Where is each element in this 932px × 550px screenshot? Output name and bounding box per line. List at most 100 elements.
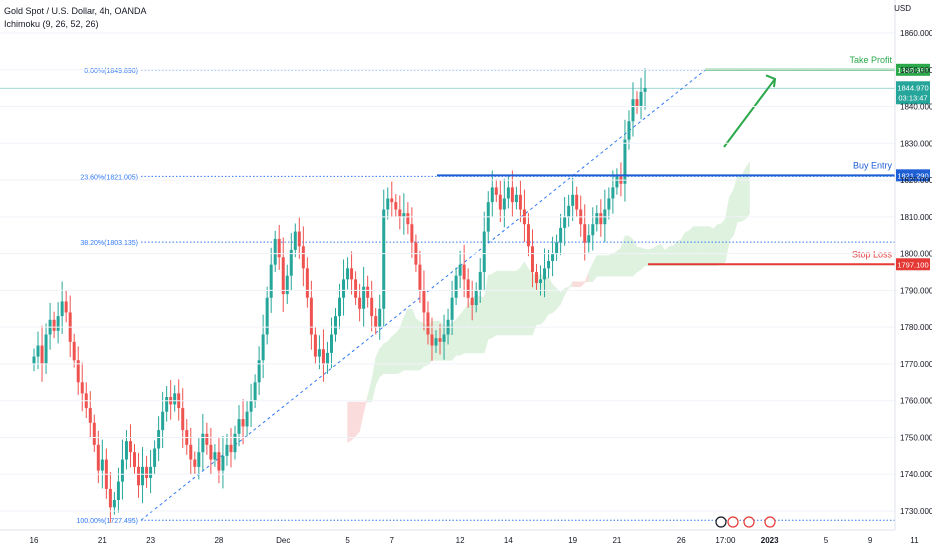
cloud-segment	[636, 246, 642, 273]
cloud-segment	[680, 231, 686, 266]
buy_entry-label: Buy Entry	[853, 160, 893, 170]
candle-body	[161, 411, 165, 431]
candle-body	[217, 452, 221, 471]
candle-body	[643, 88, 647, 92]
candle-body	[201, 433, 205, 453]
candle-body	[116, 481, 120, 500]
x-tick-label: 7	[390, 536, 395, 545]
cloud-segment	[588, 263, 594, 282]
candle-body	[261, 334, 265, 361]
price-axis[interactable]: 1730.000 1740.000 1750.000 1760.000 1770.000…	[0, 0, 932, 530]
lightning-icon[interactable]	[715, 516, 727, 528]
cloud-segment	[584, 272, 590, 283]
us-flag-icon[interactable]	[743, 516, 755, 528]
cloud-segment	[375, 348, 380, 386]
candle-body	[390, 198, 394, 203]
candle-body	[382, 209, 386, 309]
cloud-segment	[455, 314, 461, 356]
y-tick-label: 1770.000	[900, 360, 932, 369]
economic-events[interactable]	[715, 516, 776, 528]
x-tick-label: 28	[214, 536, 223, 545]
candle-body	[249, 400, 253, 412]
candle-body	[587, 235, 591, 243]
candle-body	[366, 286, 370, 298]
candle-body	[539, 279, 543, 284]
candle-body	[297, 231, 301, 247]
candle-body	[80, 382, 84, 394]
candle-body	[607, 198, 611, 210]
y-tick-label: 1760.000	[900, 397, 932, 406]
cloud-segment	[644, 248, 650, 266]
candle-body	[197, 452, 201, 467]
candle-body	[514, 194, 518, 203]
candle-body	[518, 194, 522, 210]
candle-body	[128, 441, 132, 453]
cloud-segment	[508, 270, 513, 336]
candle-body	[120, 459, 124, 482]
candle-body	[490, 187, 494, 203]
x-tick-label: 17:00	[715, 536, 736, 545]
cloud-segment	[640, 247, 646, 270]
fib-level-label: 100.00%(1727.495)	[77, 518, 139, 525]
x-tick-label: 5	[824, 536, 829, 545]
candle-body	[402, 213, 406, 217]
us-flag-icon[interactable]	[727, 516, 739, 528]
candle-body	[309, 297, 313, 335]
y-tick-label: 1860.000	[900, 29, 932, 38]
candle-body	[193, 459, 197, 467]
candle-body	[346, 268, 350, 280]
candle-body	[631, 99, 635, 122]
candle-body	[52, 319, 56, 331]
candle-body	[321, 349, 325, 364]
candle-body	[100, 459, 104, 471]
candle-body	[72, 341, 76, 361]
candle-body	[595, 213, 599, 225]
candle-body	[88, 408, 92, 423]
cloud-segment	[459, 308, 465, 356]
candle-body	[44, 334, 48, 364]
candle-body	[189, 444, 193, 460]
cloud-segment	[363, 396, 368, 413]
cloud-segment	[483, 275, 489, 354]
candle-body	[474, 290, 478, 306]
x-tick-label: 19	[568, 536, 577, 545]
cloud-segment	[733, 175, 738, 236]
candle-body	[157, 430, 161, 449]
candle-body	[76, 360, 80, 383]
x-tick-label: 21	[98, 536, 107, 545]
stop_loss-price-tag-text: 1797.100	[897, 260, 928, 269]
candle-body	[285, 275, 289, 295]
indicator-legend[interactable]: Ichimoku (9, 26, 52, 26)	[4, 19, 99, 29]
cloud-segment	[387, 335, 393, 374]
candle-body	[547, 260, 551, 269]
candle-body	[470, 297, 474, 306]
candle-body	[141, 466, 145, 486]
candle-body	[583, 224, 587, 243]
candle-body	[571, 194, 575, 206]
candle-body	[551, 253, 555, 261]
candle-body	[342, 279, 346, 298]
last-price-tag	[896, 81, 930, 105]
candle-body	[305, 268, 309, 298]
cloud-segment	[576, 281, 581, 287]
cloud-segment	[608, 253, 614, 277]
candle-body	[209, 444, 213, 460]
cloud-segment	[596, 255, 602, 277]
cloud-segment	[407, 308, 413, 371]
trade-levels: Take Profit 1849.990 Buy Entry 1821.290 Stop…	[0, 55, 930, 271]
cloud-segment	[395, 327, 401, 375]
us-flag-icon[interactable]	[764, 516, 776, 528]
cloud-segment	[403, 309, 409, 371]
candle-body	[301, 246, 305, 269]
candle-body	[257, 360, 261, 383]
cloud-segment	[568, 280, 573, 290]
x-tick-label: 11	[910, 536, 919, 545]
candle-body	[233, 433, 237, 453]
candle-body	[36, 345, 40, 357]
cloud-segment	[676, 239, 682, 266]
candle-body	[591, 224, 595, 236]
cloud-segment	[572, 281, 577, 287]
candle-body	[108, 488, 112, 508]
